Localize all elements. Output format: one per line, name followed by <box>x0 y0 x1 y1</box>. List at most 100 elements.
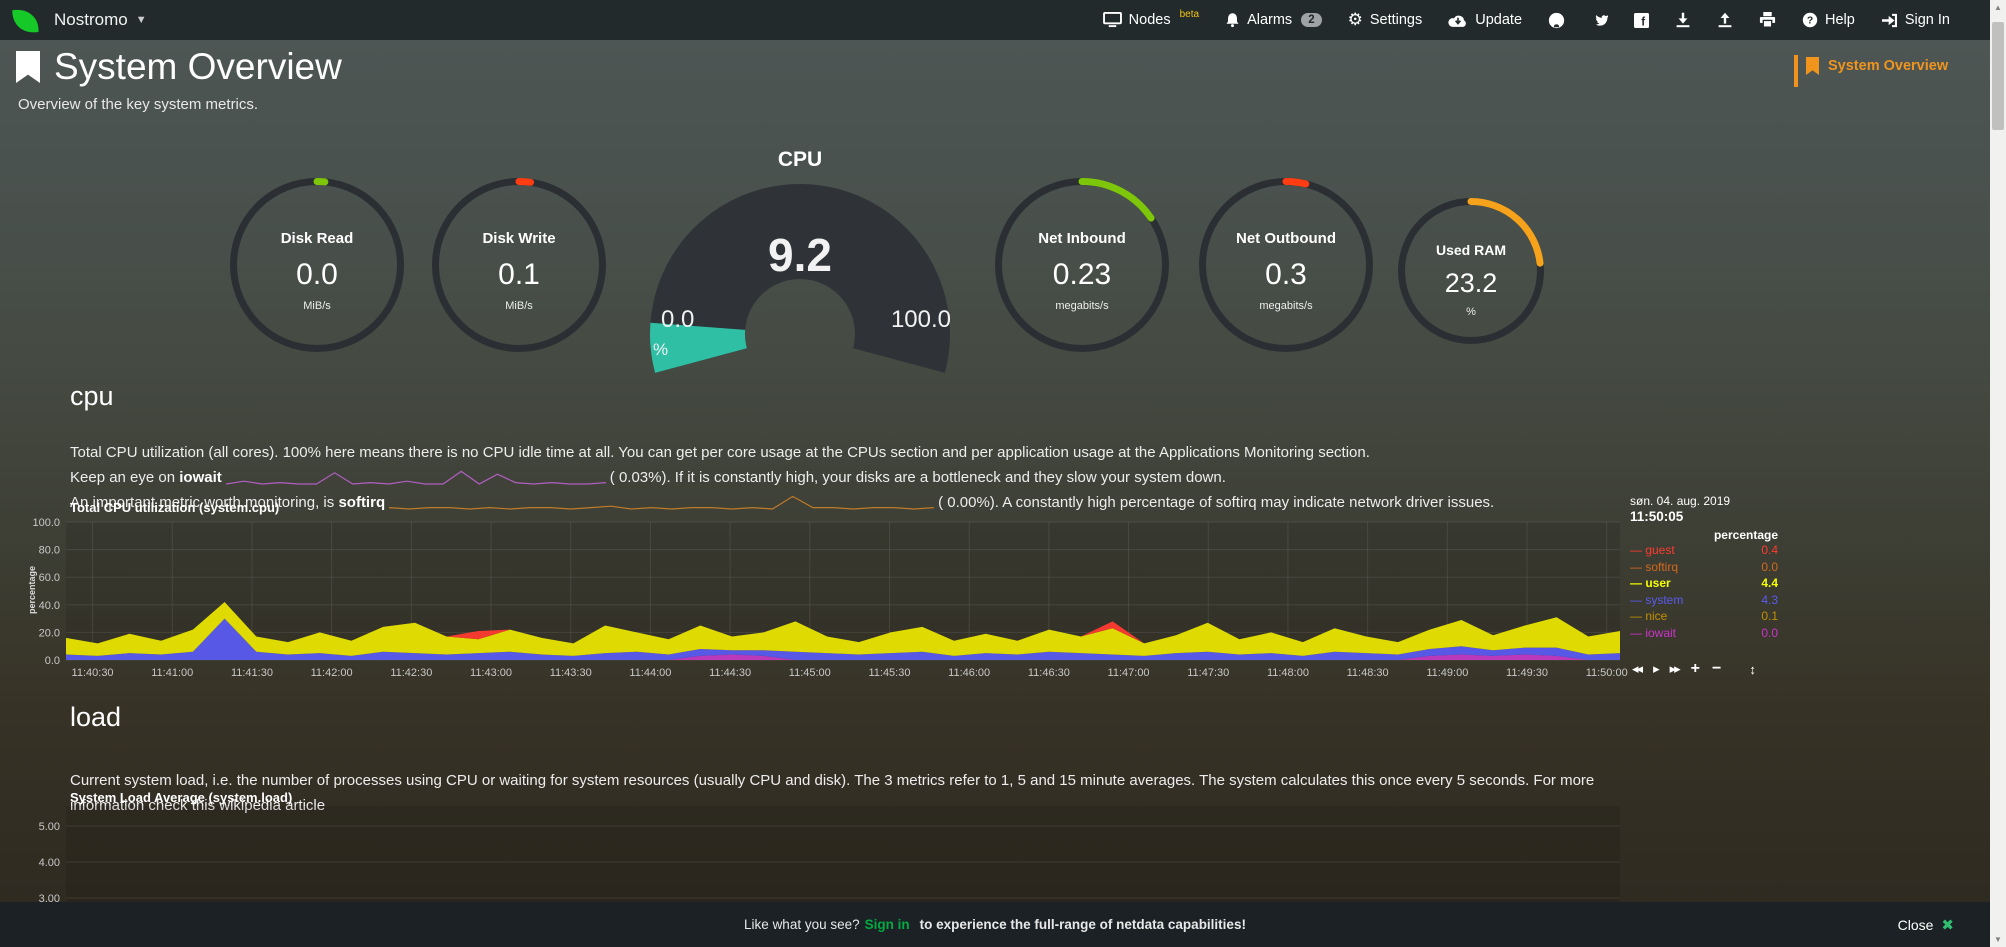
chart-zoom-out-button[interactable]: − <box>1712 660 1722 677</box>
svg-text:40.0: 40.0 <box>39 600 60 612</box>
chart-play-button[interactable]: ▸ <box>1653 661 1659 676</box>
nav-item-help[interactable]: ? Help <box>1802 12 1855 28</box>
cpu-gauge-unit: % <box>653 340 669 359</box>
alarms-icon <box>1225 12 1240 28</box>
beta-badge: beta <box>1179 8 1200 20</box>
load-chart-title: System Load Average (system.load) <box>70 790 293 805</box>
net-inbound-label: Net Inbound <box>1038 230 1126 247</box>
nav-label: Settings <box>1369 12 1423 28</box>
legend-name: — softirq <box>1630 559 1679 574</box>
legend-name: — iowait <box>1630 625 1677 640</box>
legend-value: 0.1 <box>1761 609 1778 623</box>
svg-text:11:46:00: 11:46:00 <box>948 667 990 679</box>
cpu-gauge-label: CPU <box>777 148 823 171</box>
nav-item-nodes[interactable]: Nodes beta <box>1102 8 1200 28</box>
cpu-desc-line3: An important metric worth monitoring, is… <box>70 494 1495 511</box>
nav-item-download[interactable] <box>1675 12 1691 28</box>
svg-text:0.0: 0.0 <box>45 655 60 667</box>
nav-item-twitter[interactable] <box>1591 13 1609 28</box>
nav-item-signin[interactable]: Sign In <box>1881 12 1950 28</box>
chart-pan-forward-button[interactable]: ▸▸ <box>1669 661 1681 676</box>
vertical-scrollbar[interactable]: ▲ ▼ <box>1990 0 2006 947</box>
legend-row-user[interactable]: — user 4.4 <box>1630 575 1782 592</box>
nav-item-update[interactable]: Update <box>1448 12 1522 28</box>
cpu-series-user <box>66 602 1620 656</box>
cpu-gauge-value: 9.2 <box>768 229 832 281</box>
nav-item-settings[interactable]: ⚙ Settings <box>1348 11 1423 29</box>
used-ram-value: 23.2 <box>1444 268 1498 298</box>
svg-text:11:47:30: 11:47:30 <box>1187 667 1229 679</box>
legend-row-iowait[interactable]: — iowait 0.0 <box>1630 625 1782 642</box>
load-description: Current system load, i.e. the number of … <box>70 772 1595 814</box>
cpu-chart-plot[interactable]: 100.0 80.0 60.0 40.0 20.0 0.0 11:40:30 11:41:00… <box>20 514 1630 690</box>
scroll-down-arrow[interactable]: ▼ <box>1994 935 2002 944</box>
legend-name: — nice <box>1630 609 1668 623</box>
nav-items: Nodes beta Alarms 2 ⚙ Settings Update f ? Help Sig… <box>1102 0 1950 40</box>
print-icon <box>1759 12 1776 28</box>
cpu-series-iowait <box>66 654 1620 660</box>
facebook-icon: f <box>1634 12 1650 28</box>
legend-row-softirq[interactable]: — softirq 0.0 <box>1630 559 1782 576</box>
disk-read-label: Disk Read <box>280 230 354 247</box>
legend-row-system[interactable]: — system 4.3 <box>1630 592 1782 609</box>
legend-value: 0.0 <box>1761 559 1778 574</box>
net-outbound-label: Net Outbound <box>1236 230 1336 247</box>
nav-label: Update <box>1475 12 1523 28</box>
legend-row-guest[interactable]: — guest 0.4 <box>1630 542 1782 559</box>
used-ram-label: Used RAM <box>1435 242 1506 258</box>
signin-icon <box>1881 13 1898 28</box>
chart-pan-back-button[interactable]: ◂◂ <box>1632 661 1643 676</box>
bookmark-icon <box>1806 57 1819 75</box>
nav-item-github[interactable] <box>1548 12 1565 29</box>
svg-text:11:45:30: 11:45:30 <box>868 667 910 679</box>
svg-text:11:44:30: 11:44:30 <box>709 667 751 679</box>
svg-text:100.0: 100.0 <box>32 517 60 529</box>
close-icon: ✖ <box>1941 916 1954 934</box>
disk-read-unit: MiB/s <box>303 300 331 312</box>
legend-value: 4.4 <box>1761 576 1778 590</box>
hostname-dropdown[interactable]: Nostromo ▼ <box>54 10 147 30</box>
used-ram-unit: % <box>1466 306 1476 318</box>
net-inbound-unit: megabits/s <box>1055 300 1109 312</box>
footer-close-button[interactable]: Close ✖ <box>1897 916 1954 934</box>
svg-text:11:49:30: 11:49:30 <box>1506 667 1548 679</box>
chevron-down-icon: ▼ <box>135 14 147 26</box>
svg-text:11:42:30: 11:42:30 <box>390 667 432 679</box>
cpu-desc-line2: Keep an eye on iowait( 0.03%). If it is … <box>70 469 1226 486</box>
svg-text:11:48:30: 11:48:30 <box>1347 667 1389 679</box>
net-outbound-unit: megabits/s <box>1259 300 1313 312</box>
legend-value: 0.4 <box>1761 543 1778 557</box>
disk-write-unit: MiB/s <box>505 300 533 312</box>
nav-item-print[interactable] <box>1759 12 1776 28</box>
nav-item-facebook[interactable]: f <box>1634 12 1650 28</box>
sidebar-active-marker <box>1794 55 1798 87</box>
footer-text: Like what you see? <box>744 917 860 932</box>
net-outbound-value: 0.3 <box>1265 258 1307 291</box>
bookmark-icon <box>16 51 40 83</box>
cpu-gauge: CPU 9.2 0.0 100.0% <box>645 148 955 380</box>
nav-item-upload[interactable] <box>1717 12 1733 28</box>
cpu-desc-line1: Total CPU utilization (all cores). 100% … <box>70 444 1370 461</box>
svg-text:60.0: 60.0 <box>39 572 60 584</box>
net-inbound-gauge: Net Inbound 0.23 megabits/s <box>995 178 1169 352</box>
sidebar-item-system-overview[interactable]: System Overview <box>1806 57 1990 75</box>
svg-text:11:45:00: 11:45:00 <box>789 667 831 679</box>
svg-text:11:43:30: 11:43:30 <box>550 667 592 679</box>
svg-text:11:49:00: 11:49:00 <box>1426 667 1468 679</box>
svg-text:11:40:30: 11:40:30 <box>72 667 114 679</box>
page-subtitle: Overview of the key system metrics. <box>18 96 259 113</box>
iowait-sparkline <box>225 470 606 485</box>
chart-zoom-in-button[interactable]: + <box>1690 660 1700 677</box>
legend-row-nice[interactable]: — nice 0.1 <box>1630 608 1782 625</box>
legend-name: — system <box>1630 592 1684 607</box>
svg-text:11:47:00: 11:47:00 <box>1108 667 1150 679</box>
cpu-description: Total CPU utilization (all cores). 100% … <box>70 440 1630 515</box>
scroll-up-arrow[interactable]: ▲ <box>1994 3 2002 12</box>
nav-item-alarms[interactable]: Alarms 2 <box>1225 12 1322 28</box>
cpu-section-heading: cpu <box>70 381 114 411</box>
load-chart-plot[interactable]: 5.00 4.00 3.00 <box>20 806 1630 904</box>
footer-text-bold: to experience the full-range of netdata … <box>919 917 1246 932</box>
footer-signin-link[interactable]: Sign in <box>864 917 910 932</box>
scrollbar-thumb[interactable] <box>1992 22 2004 130</box>
chart-resize-handle[interactable]: ↕ <box>1749 661 1756 677</box>
